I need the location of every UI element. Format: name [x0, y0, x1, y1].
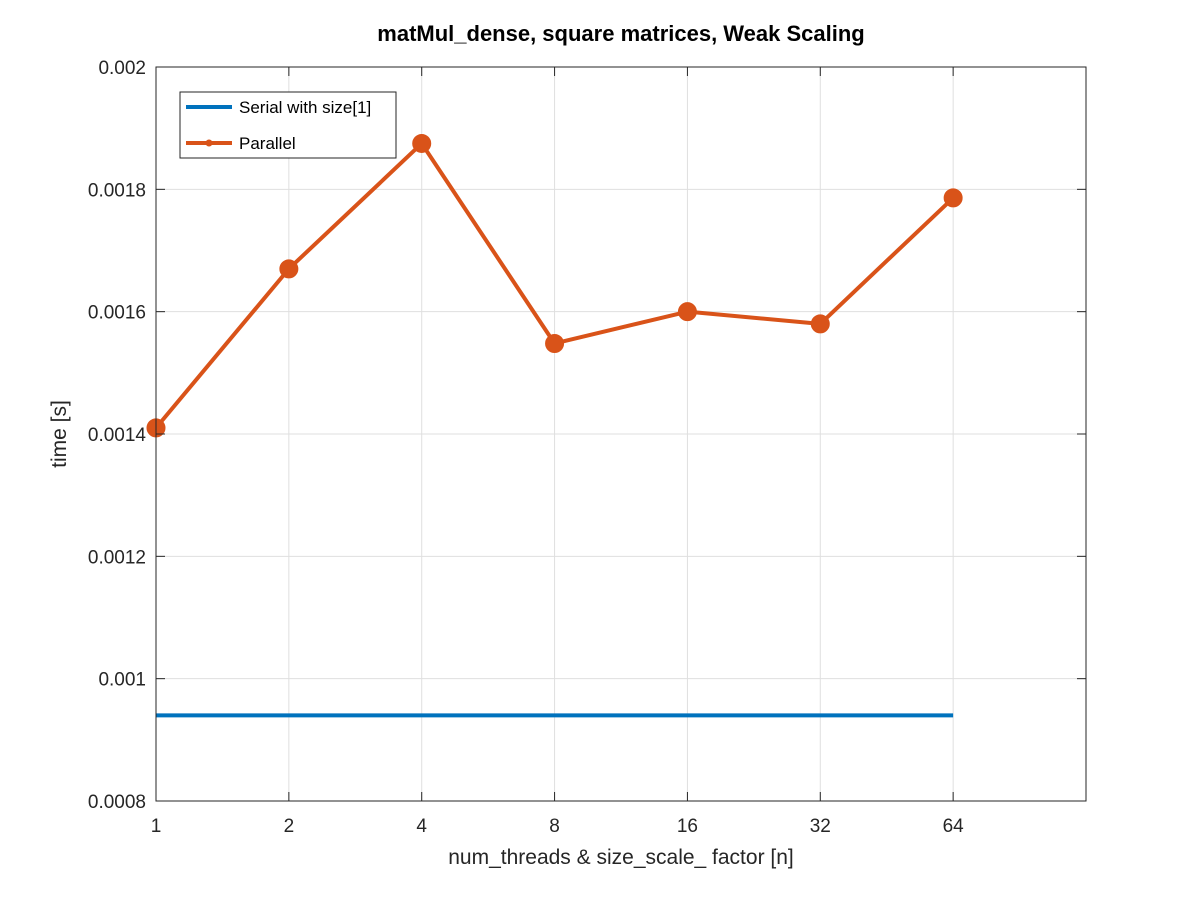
- series-layer: [146, 133, 963, 718]
- y-tick-label: 0.0016: [88, 303, 146, 324]
- y-tick-label: 0.0014: [88, 425, 147, 446]
- y-tick-label: 0.0018: [88, 180, 146, 201]
- legend-label-parallel: Parallel: [239, 134, 296, 153]
- x-axis-label: num_threads & size_scale_ factor [n]: [448, 846, 794, 869]
- y-tick-labels: 0.0008 0.001 0.0012 0.0014 0.0016 0.0018 0.002: [88, 58, 147, 813]
- legend-label-serial: Serial with size[1]: [239, 98, 371, 117]
- data-point-parallel: [810, 314, 830, 334]
- x-tick-label: 32: [810, 816, 831, 837]
- data-point-parallel: [279, 259, 299, 279]
- x-tick-label: 1: [151, 816, 162, 837]
- data-point-parallel: [412, 133, 432, 153]
- y-tick-label: 0.0008: [88, 792, 146, 813]
- data-point-parallel: [943, 188, 963, 208]
- legend-box: [179, 91, 397, 159]
- x-tick-label: 64: [943, 816, 965, 837]
- data-point-parallel: [545, 333, 565, 353]
- x-tick-label: 16: [677, 816, 698, 837]
- legend: Serial with size[1] Parallel: [179, 91, 397, 159]
- y-tick-label: 0.001: [98, 670, 146, 691]
- y-tick-label: 0.002: [98, 58, 146, 79]
- legend-marker-parallel: [205, 139, 213, 147]
- x-tick-label: 2: [284, 816, 295, 837]
- y-axis-label: time [s]: [48, 400, 71, 468]
- tick-marks: [155, 66, 1086, 802]
- chart-title: matMul_dense, square matrices, Weak Scal…: [377, 21, 864, 46]
- x-tick-label: 4: [416, 816, 427, 837]
- data-point-parallel: [677, 302, 697, 322]
- y-tick-label: 0.0012: [88, 547, 146, 568]
- x-tick-label: 8: [549, 816, 560, 837]
- x-tick-labels: 1 2 4 8 16 32 64: [151, 816, 964, 837]
